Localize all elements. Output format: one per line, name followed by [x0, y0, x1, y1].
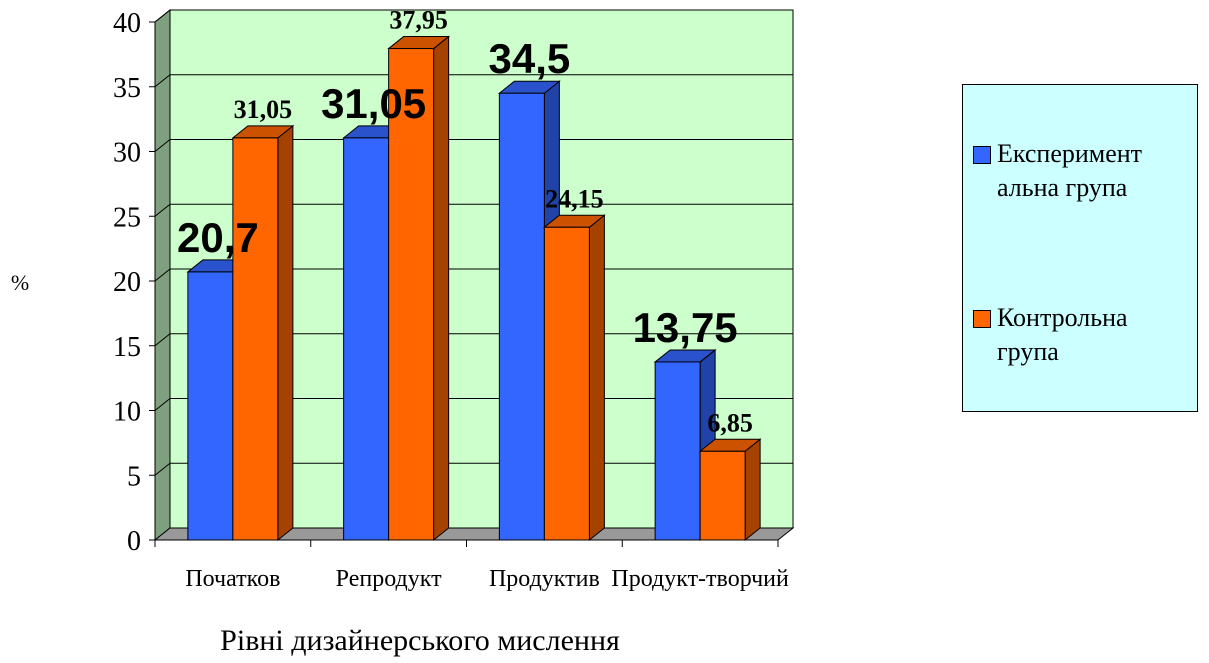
- y-tick-label: 30: [113, 138, 141, 169]
- gridline-side: [154, 462, 171, 476]
- data-label: 31,05: [321, 80, 426, 127]
- axes: 0 5 10 15 20 25 30 35 40 Початков Репродукт Продукт…: [113, 8, 789, 592]
- x-tick-label: Початков: [185, 566, 280, 592]
- y-tick-label: 35: [113, 73, 141, 104]
- data-label: 20,7: [177, 214, 259, 261]
- data-label: 31,05: [234, 95, 293, 124]
- y-tick-label: 10: [113, 397, 141, 428]
- data-label: 13,75: [633, 304, 738, 351]
- gridline-side: [154, 268, 171, 282]
- bars: [186, 35, 762, 542]
- gridline-side: [154, 398, 171, 411]
- legend-swatch-experimental: [973, 146, 991, 164]
- data-label: 24,15: [545, 184, 604, 213]
- bar: [653, 348, 717, 542]
- legend-item-experimental: Експеримент альна група: [973, 137, 1187, 205]
- y-tick-label: 40: [113, 8, 141, 39]
- legend-label-experimental: Експеримент альна група: [997, 139, 1143, 202]
- data-labels: 20,7 31,05 31,05 37,95 34,5 24,15 13,75 6,85: [177, 6, 753, 438]
- bar: [698, 438, 762, 542]
- bar: [231, 124, 295, 542]
- legend: Експеримент альна група Контрольна група: [962, 84, 1198, 412]
- bar: [387, 35, 451, 542]
- gridline-side: [154, 203, 171, 217]
- gridline-side: [154, 333, 171, 347]
- y-tick-label: 25: [113, 202, 141, 233]
- y-axis-label: %: [11, 270, 29, 295]
- x-tick-label: Репродукт: [336, 566, 442, 592]
- y-tick-label: 15: [113, 332, 141, 363]
- gridline-side: [154, 74, 171, 88]
- legend-item-control: Контрольна група: [973, 301, 1187, 369]
- bar: [542, 214, 606, 542]
- x-tick-label: Продукт-творчий: [611, 566, 789, 592]
- data-label: 37,95: [389, 6, 448, 35]
- data-label: 6,85: [707, 408, 753, 437]
- legend-label-control: Контрольна група: [997, 303, 1128, 366]
- x-axis-label: Рівні дизайнерського мислення: [220, 624, 620, 657]
- y-tick-label: 5: [127, 461, 141, 492]
- data-label: 34,5: [489, 35, 571, 82]
- gridline-side: [154, 9, 171, 23]
- gridline-side: [154, 139, 171, 152]
- legend-swatch-control: [973, 310, 991, 328]
- x-tick-label: Продуктив: [489, 566, 600, 592]
- y-tick-label: 20: [113, 267, 141, 298]
- y-tick-label: 0: [127, 526, 141, 557]
